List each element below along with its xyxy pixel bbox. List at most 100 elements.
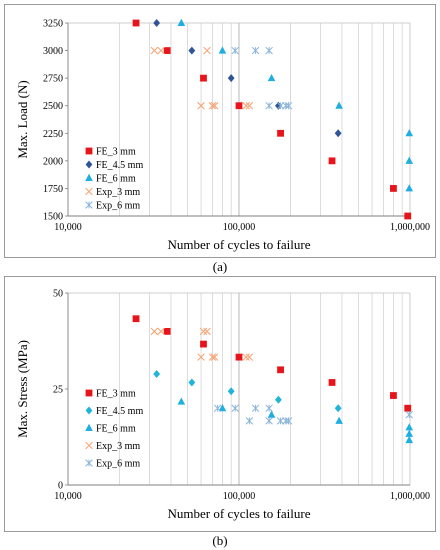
data-point <box>267 73 276 82</box>
legend-marker <box>85 423 93 431</box>
x-tick-label: 10,000 <box>54 222 82 233</box>
data-point <box>245 353 254 361</box>
x-tick-label: 1,000,000 <box>390 491 430 502</box>
legend-marker <box>85 201 93 209</box>
y-tick-label: 2000 <box>43 156 63 167</box>
legend-label: Exp_3 mm <box>96 187 140 198</box>
data-point <box>200 74 207 82</box>
data-point <box>245 417 254 425</box>
data-point <box>163 328 171 335</box>
data-point <box>405 156 414 164</box>
data-point <box>197 101 205 110</box>
y-tick-label: 25 <box>53 385 63 396</box>
y-tick-label: 2750 <box>43 74 63 85</box>
y-tick-label: 50 <box>53 289 63 300</box>
data-point <box>276 101 285 110</box>
legend-marker <box>85 389 93 397</box>
data-point <box>227 387 235 396</box>
data-point <box>235 102 243 110</box>
legend-label: FE_4.5 mm <box>96 160 143 171</box>
y-tick-label: 1750 <box>43 184 63 195</box>
data-point <box>218 46 227 54</box>
data-point <box>265 417 273 425</box>
chart-panel-b: 0 25 50 10,000 100,000 1,000,000 Number of cyc… <box>4 276 436 532</box>
x-axis-title: Number of cycles to failure <box>168 506 311 521</box>
legend-marker <box>85 160 93 169</box>
data-point <box>405 129 414 137</box>
data-point <box>199 327 208 336</box>
x-tick-label: 100,000 <box>223 491 256 502</box>
data-point <box>132 19 140 27</box>
data-point <box>405 429 414 437</box>
data-point <box>235 353 243 361</box>
data-point <box>203 327 211 336</box>
y-tick-label: 3000 <box>43 46 63 57</box>
data-point <box>404 404 412 412</box>
data-point <box>284 417 293 425</box>
x-axis-title: Number of cycles to failure <box>168 237 311 252</box>
y-tick-label: 1500 <box>43 212 63 223</box>
data-point <box>390 392 397 399</box>
legend-label: FE_6 mm <box>96 424 136 435</box>
data-point <box>251 404 260 412</box>
legend-label: FE_4.5 mm <box>96 406 143 417</box>
data-point <box>390 185 397 192</box>
data-point <box>210 101 219 110</box>
data-point <box>200 340 207 348</box>
data-point <box>157 46 165 55</box>
x-tick-label: 10,000 <box>54 491 82 502</box>
data-point <box>227 74 235 83</box>
data-point <box>163 47 171 54</box>
data-point <box>208 101 217 110</box>
y-tick-label: 2500 <box>43 101 63 112</box>
data-point <box>328 379 336 386</box>
chart-panel-a: 1500 1750 2000 2250 2500 2750 3000 3250 10,000 10… <box>4 4 436 258</box>
legend-marker <box>85 441 93 450</box>
data-point <box>265 101 273 110</box>
data-point <box>150 46 159 55</box>
legend-marker <box>85 173 93 181</box>
legend-label: Exp_6 mm <box>96 459 140 470</box>
data-point <box>335 416 343 424</box>
data-point <box>157 327 165 336</box>
data-point <box>405 435 414 444</box>
data-point <box>275 395 282 404</box>
chart-a-svg: 1500 1750 2000 2250 2500 2750 3000 3250 10,000 10… <box>15 18 430 253</box>
data-point <box>277 129 284 137</box>
data-point <box>153 370 161 379</box>
data-point <box>231 404 239 412</box>
data-point <box>208 353 217 361</box>
data-point <box>334 404 342 413</box>
data-point <box>265 46 273 55</box>
legend-label: Exp_3 mm <box>96 441 140 452</box>
legend-label: FE_6 mm <box>96 174 136 185</box>
x-tick-label: 1,000,000 <box>390 222 430 233</box>
data-point <box>188 378 196 387</box>
data-point <box>335 101 343 109</box>
legend-marker <box>85 459 93 467</box>
legend-marker <box>85 406 93 415</box>
legend-label: FE_3 mm <box>96 147 136 158</box>
data-point <box>265 404 273 412</box>
data-point <box>177 18 186 26</box>
data-point <box>245 101 254 110</box>
data-point <box>132 315 140 323</box>
data-point <box>242 101 250 110</box>
y-axis-title: Max. Load (N) <box>15 80 30 158</box>
panel-b-caption: (b) <box>212 533 228 548</box>
data-point <box>150 327 159 336</box>
data-point <box>328 157 336 165</box>
data-point <box>197 353 205 361</box>
panel-a-caption: (a) <box>212 259 228 274</box>
legend-marker <box>85 187 93 196</box>
chart-b-svg: 0 25 50 10,000 100,000 1,000,000 Number of cyc… <box>15 289 430 522</box>
data-point <box>284 101 293 110</box>
data-point <box>276 417 285 425</box>
data-point <box>267 410 276 418</box>
y-tick-label: 0 <box>58 481 63 492</box>
data-point <box>231 46 239 55</box>
data-point <box>334 129 342 138</box>
data-point <box>188 46 196 55</box>
data-point <box>405 410 414 419</box>
y-tick-label: 2250 <box>43 129 63 140</box>
